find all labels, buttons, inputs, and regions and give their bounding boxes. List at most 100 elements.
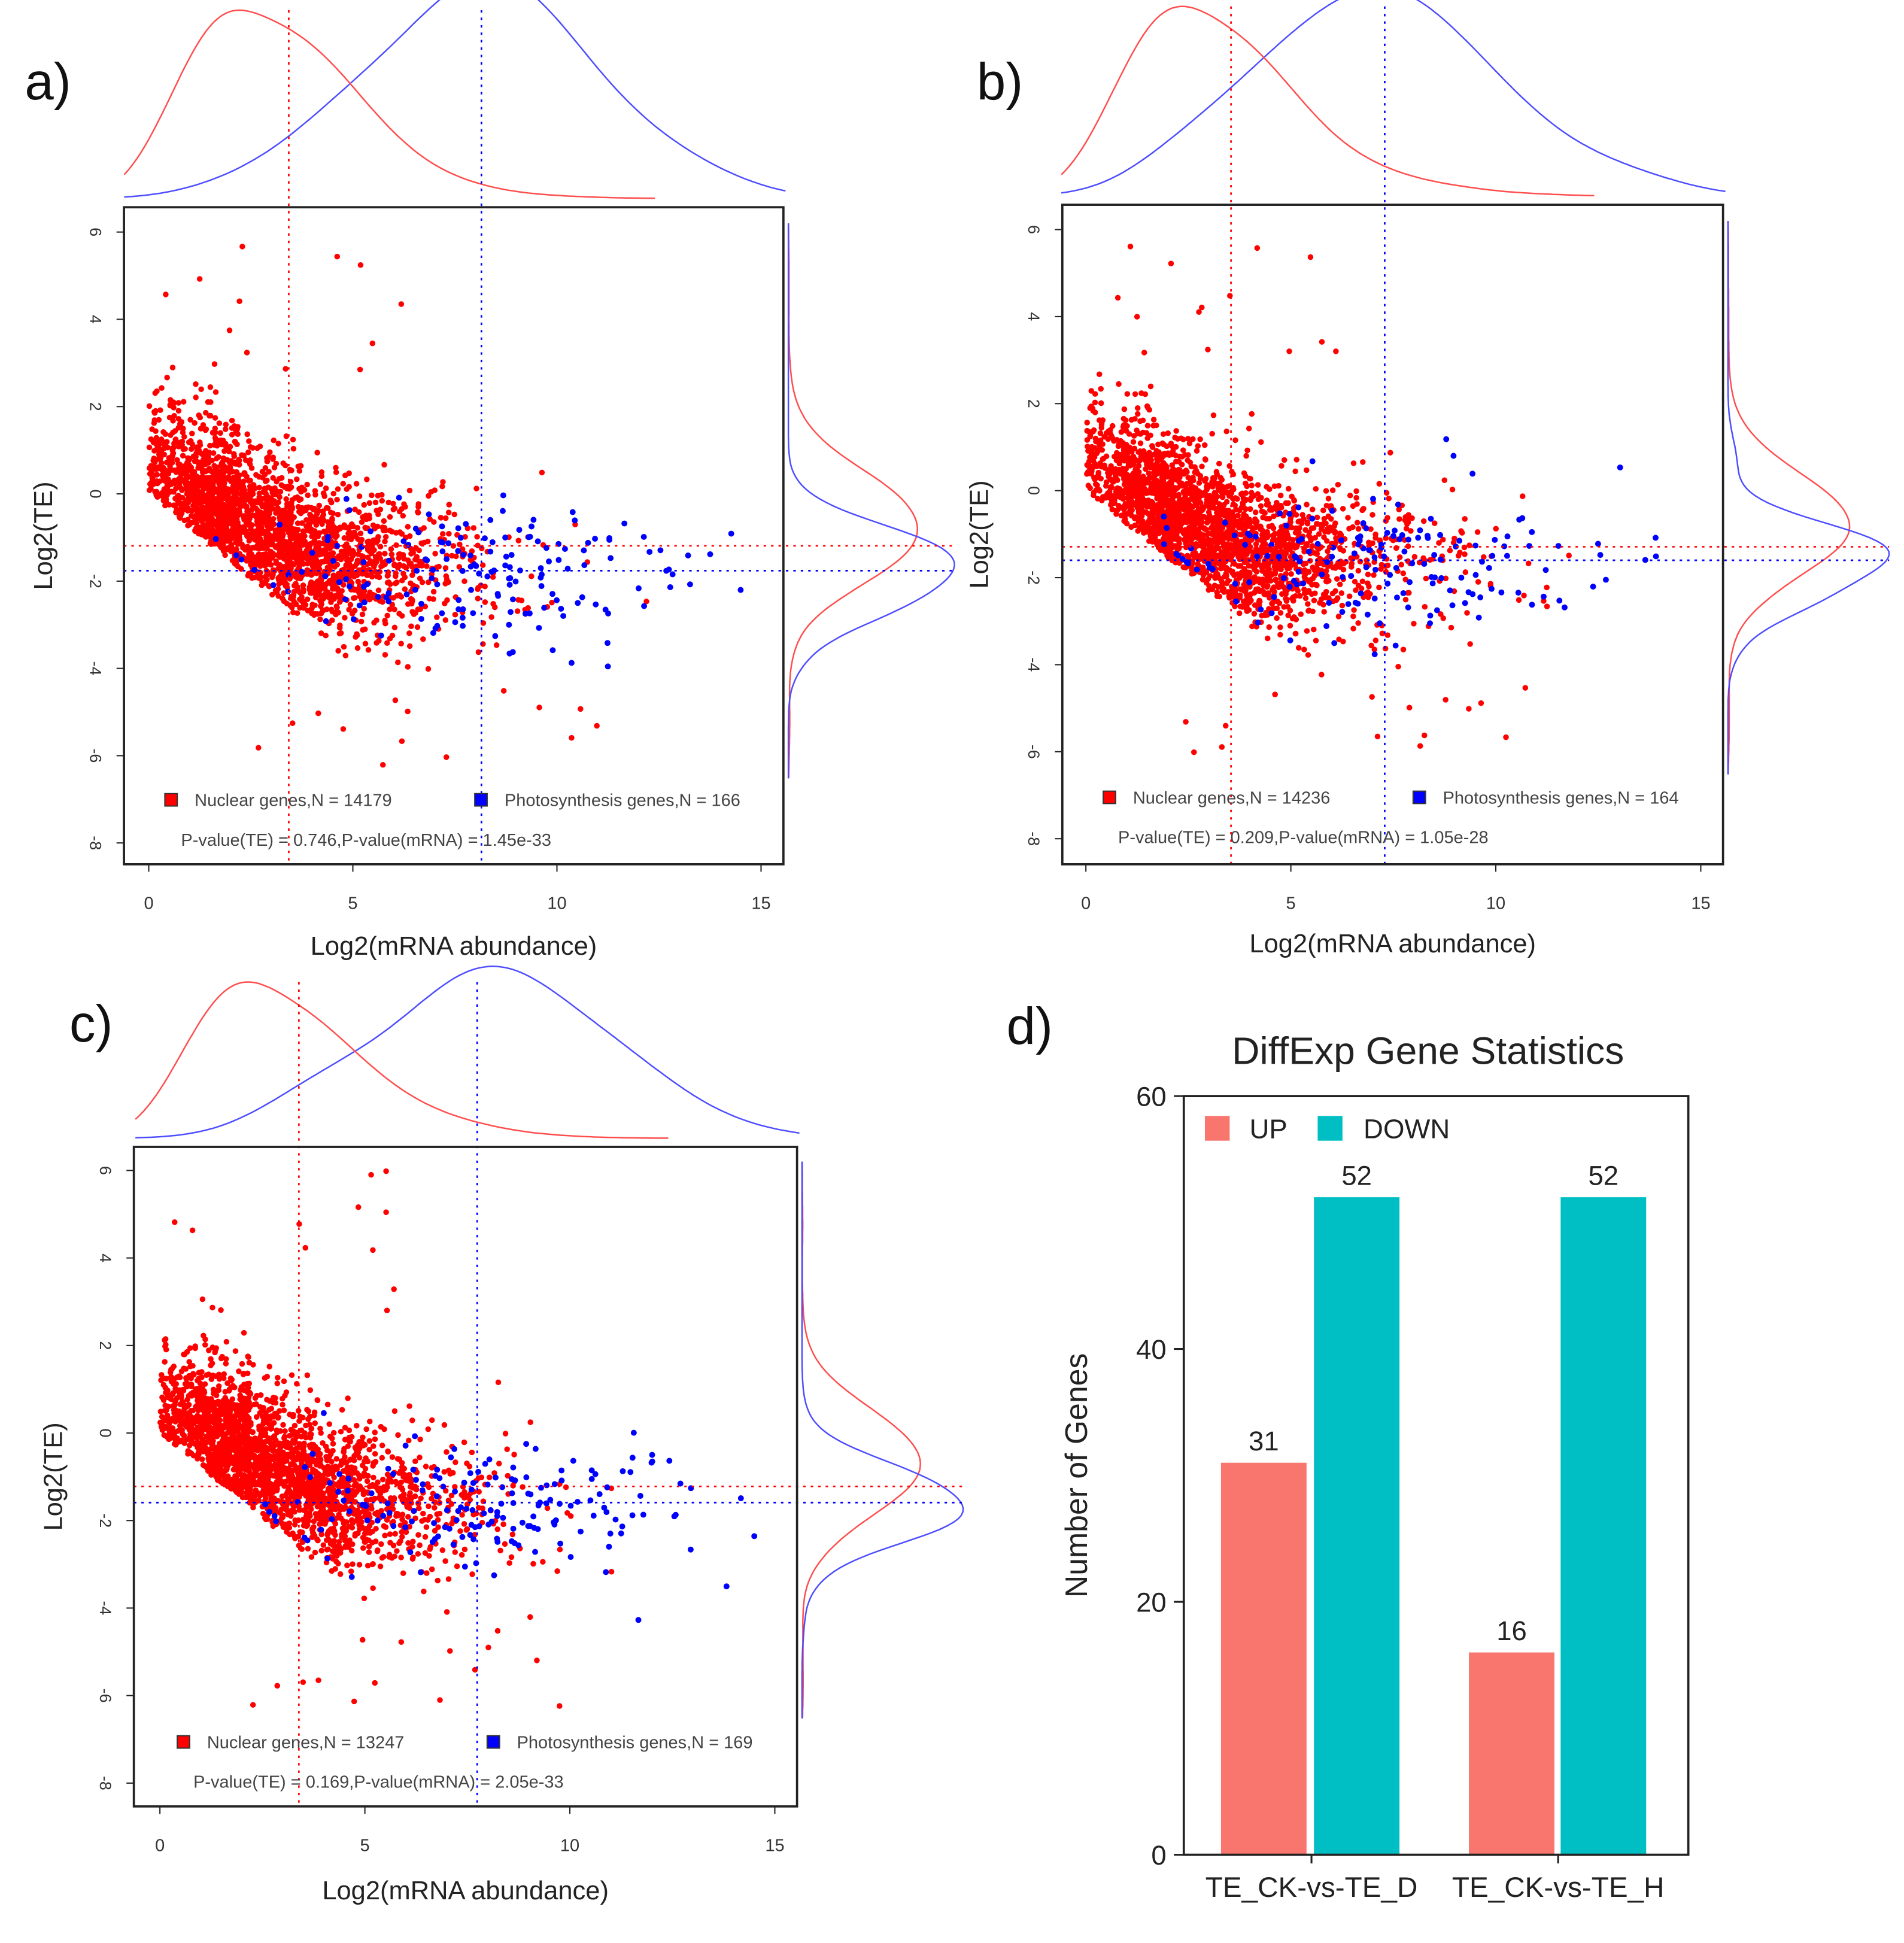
point-nuclear-gene bbox=[399, 738, 405, 744]
point-nuclear-gene bbox=[270, 516, 277, 522]
point-nuclear-gene bbox=[257, 545, 263, 552]
point-nuclear-gene bbox=[153, 492, 159, 498]
point-nuclear-gene bbox=[1411, 621, 1417, 627]
point-nuclear-gene bbox=[338, 554, 345, 560]
point-nuclear-gene bbox=[1277, 632, 1283, 638]
point-nuclear-gene bbox=[446, 502, 453, 508]
point-nuclear-gene bbox=[254, 445, 260, 451]
point-nuclear-gene bbox=[392, 581, 399, 587]
point-nuclear-gene bbox=[452, 612, 458, 618]
point-nuclear-gene bbox=[1366, 583, 1372, 590]
point-nuclear-gene bbox=[275, 499, 281, 505]
point-nuclear-gene bbox=[1084, 420, 1090, 426]
point-nuclear-gene bbox=[1208, 501, 1214, 508]
point-nuclear-gene bbox=[299, 520, 305, 526]
point-nuclear-gene bbox=[1311, 572, 1318, 579]
point-nuclear-gene bbox=[1245, 569, 1251, 575]
point-nuclear-gene bbox=[175, 424, 181, 431]
point-nuclear-gene bbox=[396, 611, 402, 617]
point-nuclear-gene bbox=[247, 515, 253, 522]
point-photosynthesis-gene bbox=[575, 600, 581, 606]
point-nuclear-gene bbox=[1121, 503, 1128, 509]
point-nuclear-gene bbox=[1130, 456, 1136, 462]
point-nuclear-gene bbox=[1257, 526, 1264, 532]
point-nuclear-gene bbox=[1350, 460, 1357, 466]
point-nuclear-gene bbox=[384, 579, 391, 586]
point-nuclear-gene bbox=[1143, 466, 1149, 472]
point-nuclear-gene bbox=[1265, 572, 1271, 578]
point-nuclear-gene bbox=[361, 502, 368, 508]
point-nuclear-gene bbox=[1164, 463, 1170, 470]
point-nuclear-gene bbox=[409, 609, 415, 615]
point-nuclear-gene bbox=[296, 497, 302, 503]
point-nuclear-gene bbox=[1264, 484, 1270, 490]
point-nuclear-gene bbox=[442, 600, 448, 606]
point-nuclear-gene bbox=[1323, 488, 1329, 494]
point-nuclear-gene bbox=[1129, 449, 1135, 455]
point-photosynthesis-gene bbox=[606, 535, 613, 541]
point-nuclear-gene bbox=[421, 525, 427, 531]
point-nuclear-gene bbox=[358, 618, 365, 625]
point-nuclear-gene bbox=[278, 482, 285, 488]
point-nuclear-gene bbox=[1198, 569, 1204, 576]
point-nuclear-gene bbox=[198, 526, 205, 532]
point-nuclear-gene bbox=[277, 488, 284, 495]
point-nuclear-gene bbox=[309, 602, 315, 608]
point-nuclear-gene bbox=[231, 453, 237, 459]
point-nuclear-gene bbox=[314, 450, 320, 456]
point-photosynthesis-gene bbox=[549, 591, 555, 597]
point-nuclear-gene bbox=[1120, 473, 1127, 479]
point-nuclear-gene bbox=[189, 430, 195, 436]
point-nuclear-gene bbox=[1135, 509, 1142, 516]
point-nuclear-gene bbox=[327, 545, 333, 551]
point-nuclear-gene bbox=[1096, 371, 1103, 377]
point-nuclear-gene bbox=[331, 527, 338, 533]
point-nuclear-gene bbox=[205, 502, 211, 509]
point-nuclear-gene bbox=[232, 547, 238, 554]
point-nuclear-gene bbox=[183, 503, 189, 510]
point-nuclear-gene bbox=[1092, 399, 1098, 406]
point-nuclear-gene bbox=[265, 484, 271, 490]
point-photosynthesis-gene bbox=[507, 575, 514, 581]
point-nuclear-gene bbox=[312, 507, 318, 513]
point-nuclear-gene bbox=[1196, 480, 1202, 486]
point-nuclear-gene bbox=[1134, 405, 1141, 411]
point-nuclear-gene bbox=[405, 601, 411, 607]
point-nuclear-gene bbox=[387, 606, 393, 612]
point-nuclear-gene bbox=[160, 465, 166, 470]
point-nuclear-gene bbox=[1174, 536, 1180, 543]
point-nuclear-gene bbox=[212, 496, 218, 502]
point-nuclear-gene bbox=[266, 523, 272, 529]
point-nuclear-gene bbox=[1292, 630, 1299, 637]
point-photosynthesis-gene bbox=[506, 650, 513, 657]
point-nuclear-gene bbox=[167, 466, 174, 472]
point-nuclear-gene bbox=[1267, 507, 1273, 513]
point-nuclear-gene bbox=[236, 457, 242, 464]
point-photosynthesis-gene bbox=[621, 520, 628, 527]
point-photosynthesis-gene bbox=[422, 556, 429, 563]
point-nuclear-gene bbox=[346, 470, 352, 476]
point-nuclear-gene bbox=[1384, 562, 1391, 569]
point-nuclear-gene bbox=[1285, 612, 1291, 618]
point-nuclear-gene bbox=[174, 457, 180, 463]
point-photosynthesis-gene bbox=[554, 597, 560, 603]
point-nuclear-gene bbox=[236, 509, 243, 516]
point-nuclear-gene bbox=[1311, 597, 1317, 603]
point-photosynthesis-gene bbox=[549, 647, 556, 654]
point-nuclear-gene bbox=[335, 486, 341, 492]
point-photosynthesis-gene bbox=[535, 538, 541, 545]
point-nuclear-gene bbox=[329, 609, 335, 615]
point-nuclear-gene bbox=[230, 474, 237, 481]
point-nuclear-gene bbox=[1541, 598, 1547, 604]
point-nuclear-gene bbox=[312, 611, 318, 617]
point-nuclear-gene bbox=[1159, 440, 1165, 447]
point-nuclear-gene bbox=[303, 517, 309, 523]
point-photosynthesis-gene bbox=[439, 548, 446, 555]
point-photosynthesis-gene bbox=[492, 633, 499, 639]
point-nuclear-gene bbox=[353, 481, 360, 487]
point-photosynthesis-gene bbox=[536, 624, 542, 631]
point-nuclear-gene bbox=[1182, 496, 1188, 502]
point-nuclear-gene bbox=[417, 606, 424, 612]
point-nuclear-gene bbox=[265, 529, 271, 536]
plot-frame bbox=[123, 206, 785, 866]
